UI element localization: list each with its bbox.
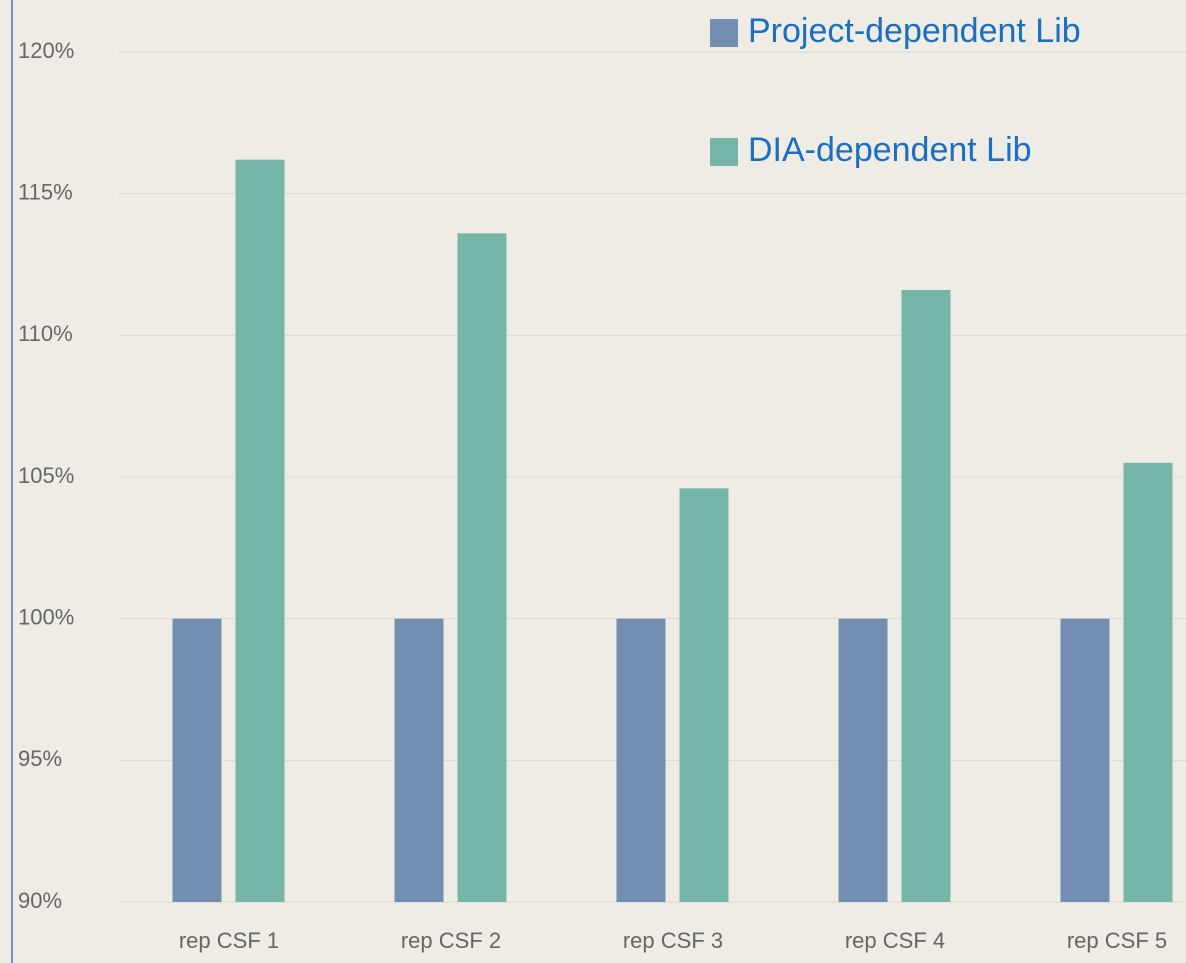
bar (616, 618, 666, 902)
y-tick-label: 120% (18, 38, 74, 63)
legend-swatch (710, 19, 738, 47)
bar (1123, 462, 1173, 902)
bar (679, 488, 729, 902)
bar (235, 159, 285, 902)
bar (838, 618, 888, 902)
x-tick-label: rep CSF 5 (1067, 928, 1167, 953)
x-tick-label: rep CSF 3 (623, 928, 723, 953)
x-tick-label: rep CSF 1 (179, 928, 279, 953)
x-tick-label: rep CSF 2 (401, 928, 501, 953)
bar (172, 618, 222, 902)
bar (1060, 618, 1110, 902)
y-tick-label: 105% (18, 463, 74, 488)
bar (394, 618, 444, 902)
legend-label: DIA-dependent Lib (748, 131, 1032, 169)
bar (457, 233, 507, 903)
legend-label: Project-dependent Lib (748, 12, 1081, 50)
legend-swatch (710, 138, 738, 166)
bar (901, 290, 951, 902)
y-tick-label: 90% (18, 888, 62, 913)
y-tick-label: 115% (18, 179, 73, 204)
y-tick-label: 100% (18, 604, 74, 629)
y-tick-label: 95% (18, 746, 62, 771)
y-tick-label: 110% (18, 321, 73, 346)
x-tick-label: rep CSF 4 (845, 928, 945, 953)
